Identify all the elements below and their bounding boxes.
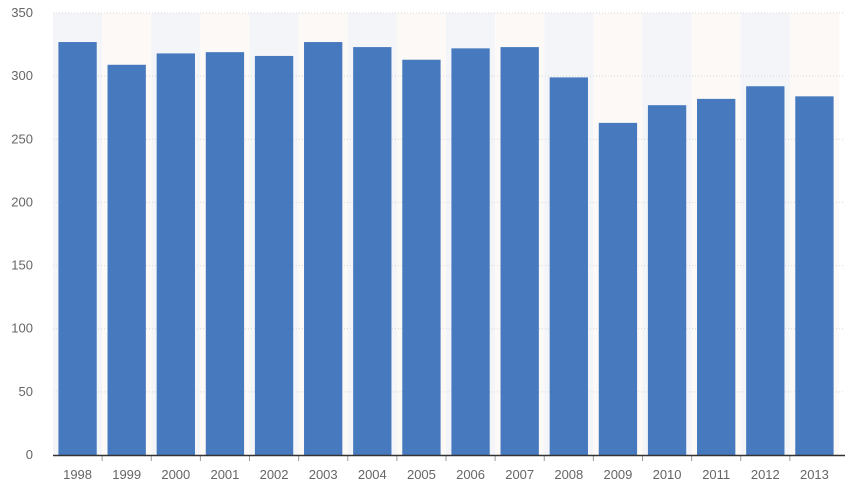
x-tick-label: 2010 [653,467,682,482]
bar-2008[interactable] [549,77,588,456]
bar-2003[interactable] [304,42,343,455]
bar-2002[interactable] [254,55,294,456]
x-tick-label: 2008 [554,467,583,482]
x-tick-label: 2007 [505,467,534,482]
y-tick-label: 50 [19,384,33,399]
bar-1998[interactable] [58,42,97,455]
x-tick-label: 2011 [702,467,730,482]
y-tick-label: 350 [11,5,33,20]
x-tick-label: 2001 [210,467,239,482]
bar-2001[interactable] [205,52,245,456]
x-tick-label: 1998 [63,467,92,482]
y-axis-ticks: 0 50 100 150 200 250 300 350 [11,5,33,462]
bar-1999[interactable] [107,64,146,455]
x-tick-label: 2000 [161,467,190,482]
x-tick-label: 2003 [309,467,338,482]
x-tick-label: 2009 [603,467,632,482]
bars [58,42,834,456]
bar-2009[interactable] [598,122,638,456]
bar-2013[interactable] [795,96,834,455]
x-tick-label: 2012 [751,467,780,482]
x-tick-label: 2013 [800,467,829,482]
y-tick-label: 200 [11,194,33,209]
bar-2004[interactable] [353,47,392,456]
y-tick-label: 250 [11,131,33,146]
bar-2010[interactable] [647,105,687,455]
y-tick-label: 0 [26,447,33,462]
y-tick-label: 150 [11,258,33,273]
bar-2012[interactable] [746,86,785,455]
bar-2007[interactable] [500,47,539,456]
x-tick-label: 1999 [112,467,141,482]
x-tick-label: 2002 [260,467,289,482]
x-tick-label: 2004 [358,467,387,482]
x-tick-label: 2006 [456,467,485,482]
x-axis-ticks: 1998 1999 2000 2001 2002 2003 2004 2005 2006 2007… [63,455,829,482]
bar-2011[interactable] [697,98,736,456]
bar-2000[interactable] [156,53,195,455]
y-tick-label: 300 [11,68,33,83]
y-tick-label: 100 [11,321,33,336]
x-tick-label: 2005 [407,467,436,482]
bar-2005[interactable] [402,59,441,456]
bar-2006[interactable] [451,48,490,456]
